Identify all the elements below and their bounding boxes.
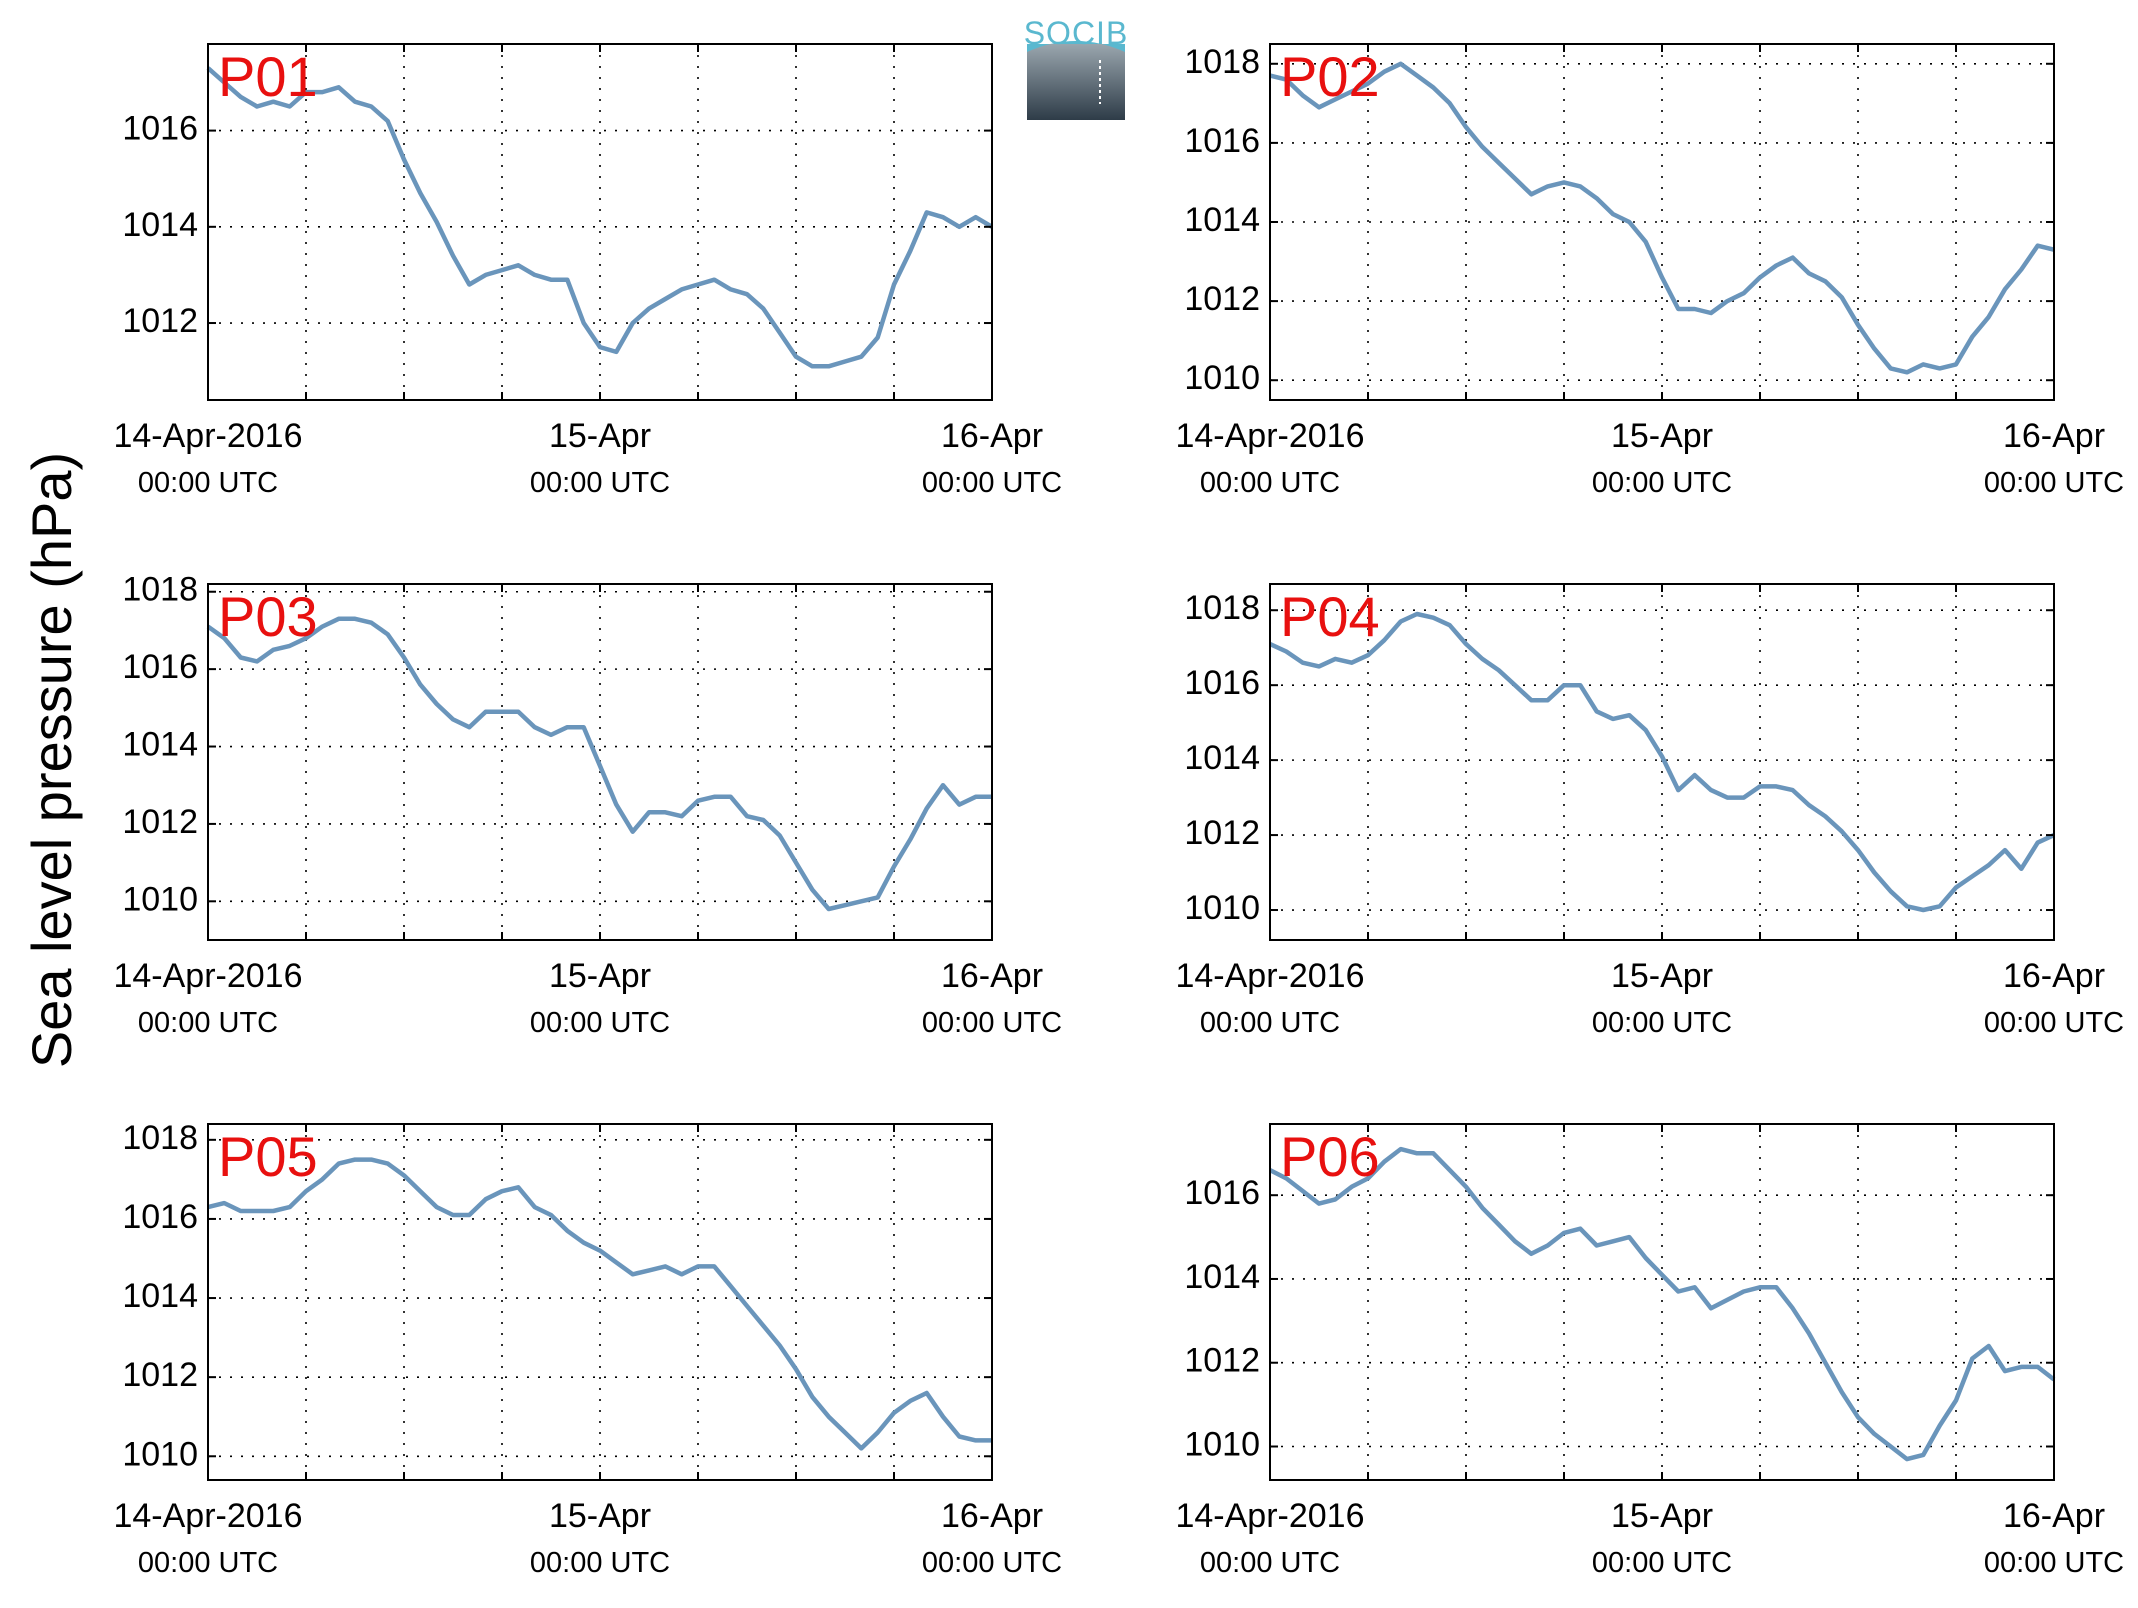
- series-line-p02: [1269, 61, 2055, 375]
- y-tick-label: 1010: [122, 1435, 198, 1473]
- x-tick-label-time: 00:00 UTC: [1984, 467, 2124, 499]
- x-tick-label-time: 00:00 UTC: [1592, 1547, 1732, 1579]
- x-tick-label-time: 00:00 UTC: [138, 1547, 278, 1579]
- x-tick-label-date: 14-Apr-2016: [113, 417, 302, 455]
- y-tick-label: 1016: [1184, 1174, 1260, 1212]
- y-tick-label: 1014: [1184, 739, 1260, 777]
- y-tick-label: 1010: [1184, 359, 1260, 397]
- x-tick-label-date: 16-Apr: [2003, 957, 2105, 995]
- x-tick-label-date: 15-Apr: [1611, 957, 1713, 995]
- panel-label: P01: [218, 45, 318, 108]
- x-tick-label-date: 16-Apr: [2003, 1497, 2105, 1535]
- socib-logo: SOCIB: [1024, 15, 1129, 120]
- series-line-p03: [206, 616, 992, 912]
- y-tick-label: 1016: [122, 648, 198, 686]
- x-tick-label-date: 15-Apr: [549, 957, 651, 995]
- x-tick-label-date: 16-Apr: [941, 1497, 1043, 1535]
- x-tick-label-time: 00:00 UTC: [530, 1547, 670, 1579]
- x-tick-label-date: 14-Apr-2016: [113, 957, 302, 995]
- y-tick-label: 1010: [1184, 1425, 1260, 1463]
- y-axis-label: Sea level pressure (hPa): [20, 452, 83, 1068]
- x-tick-label-time: 00:00 UTC: [1592, 1007, 1732, 1039]
- x-tick-label-date: 16-Apr: [941, 957, 1043, 995]
- x-tick-label-date: 15-Apr: [549, 417, 651, 455]
- series-line-p04: [1269, 611, 2055, 913]
- panel-p02: 1010 1012 1014 1016 1018 14-Apr-2016 00:00 UTC…: [1175, 43, 2124, 499]
- x-tick-label-date: 14-Apr-2016: [1175, 957, 1364, 995]
- y-tick-label: 1012: [122, 302, 198, 340]
- x-tick-label-time: 00:00 UTC: [922, 1007, 1062, 1039]
- x-tick-label-date: 14-Apr-2016: [113, 1497, 302, 1535]
- y-tick-label: 1010: [122, 880, 198, 918]
- x-tick-label-time: 00:00 UTC: [1200, 1007, 1340, 1039]
- panels: 1012 1014 1016 14-Apr-2016 00:00 UTC 15-Apr 00…: [113, 43, 2124, 1579]
- x-tick-label-time: 00:00 UTC: [138, 467, 278, 499]
- y-tick-label: 1014: [122, 206, 198, 244]
- y-tick-label: 1016: [122, 1198, 198, 1236]
- x-tick-label-date: 14-Apr-2016: [1175, 1497, 1364, 1535]
- y-tick-label: 1014: [1184, 201, 1260, 239]
- logo-box: [1027, 44, 1125, 120]
- x-tick-label-time: 00:00 UTC: [138, 1007, 278, 1039]
- y-tick-label: 1018: [1184, 589, 1260, 627]
- panel-label: P03: [218, 585, 318, 648]
- x-tick-label-time: 00:00 UTC: [1984, 1547, 2124, 1579]
- panel-label: P05: [218, 1125, 318, 1188]
- x-tick-label-date: 16-Apr: [2003, 417, 2105, 455]
- panel-p06: 1010 1012 1014 1016 14-Apr-2016 00:00 UTC 15-A…: [1175, 1123, 2124, 1579]
- panel-p05: 1010 1012 1014 1016 1018 14-Apr-2016 00:00 UTC…: [113, 1119, 1062, 1579]
- logo-text: SOCIB: [1024, 15, 1129, 51]
- y-tick-label: 1018: [122, 1119, 198, 1157]
- y-tick-label: 1014: [122, 726, 198, 764]
- x-tick-label-date: 14-Apr-2016: [1175, 417, 1364, 455]
- y-tick-label: 1012: [1184, 280, 1260, 318]
- x-tick-label-date: 16-Apr: [941, 417, 1043, 455]
- logo-wave: [1027, 41, 1125, 52]
- x-tick-label-time: 00:00 UTC: [1200, 467, 1340, 499]
- series-line-p01: [206, 66, 994, 369]
- x-tick-label-time: 00:00 UTC: [1200, 1547, 1340, 1579]
- y-tick-label: 1012: [122, 1356, 198, 1394]
- panel-p03: 1010 1012 1014 1016 1018 14-Apr-2016 00:00 UTC…: [113, 571, 1062, 1039]
- y-tick-label: 1018: [122, 571, 198, 609]
- panel-p01: 1012 1014 1016 14-Apr-2016 00:00 UTC 15-Apr 00…: [113, 43, 1062, 499]
- x-tick-label-time: 00:00 UTC: [530, 467, 670, 499]
- series-line-p05: [207, 1157, 992, 1451]
- x-tick-label-date: 15-Apr: [549, 1497, 651, 1535]
- y-tick-label: 1010: [1184, 889, 1260, 927]
- y-tick-label: 1016: [1184, 664, 1260, 702]
- x-tick-label-time: 00:00 UTC: [1984, 1007, 2124, 1039]
- panel-label: P02: [1280, 45, 1380, 108]
- y-tick-label: 1012: [122, 803, 198, 841]
- panel-label: P06: [1280, 1125, 1380, 1188]
- y-tick-label: 1016: [122, 110, 198, 148]
- y-tick-label: 1018: [1184, 43, 1260, 81]
- panel-p04: 1010 1012 1014 1016 1018 14-Apr-2016 00:00 UTC…: [1175, 583, 2124, 1039]
- y-tick-label: 1012: [1184, 1342, 1260, 1380]
- series-line-p06: [1268, 1146, 2056, 1462]
- y-tick-label: 1016: [1184, 122, 1260, 160]
- x-tick-label-date: 15-Apr: [1611, 417, 1713, 455]
- y-tick-label: 1014: [122, 1277, 198, 1315]
- y-tick-label: 1012: [1184, 814, 1260, 852]
- x-tick-label-time: 00:00 UTC: [922, 1547, 1062, 1579]
- x-tick-label-time: 00:00 UTC: [1592, 467, 1732, 499]
- x-tick-label-time: 00:00 UTC: [922, 467, 1062, 499]
- x-tick-label-date: 15-Apr: [1611, 1497, 1713, 1535]
- panel-label: P04: [1280, 585, 1380, 648]
- x-tick-label-time: 00:00 UTC: [530, 1007, 670, 1039]
- y-tick-label: 1014: [1184, 1258, 1260, 1296]
